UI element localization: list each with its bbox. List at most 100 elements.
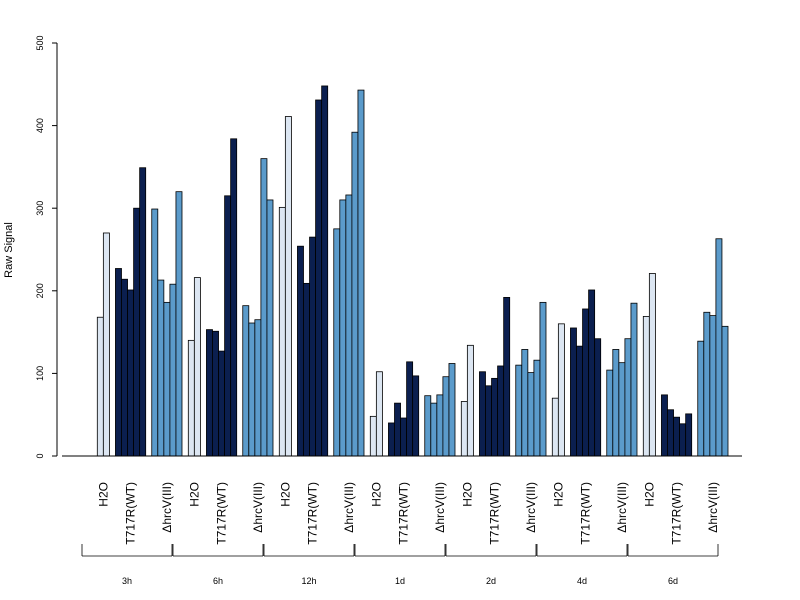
condition-label: H2O bbox=[551, 482, 565, 507]
condition-label: ΔhrcV(III) bbox=[160, 482, 174, 533]
bar bbox=[448, 363, 456, 457]
bar bbox=[309, 236, 316, 457]
bar bbox=[412, 375, 420, 457]
bar bbox=[315, 99, 323, 457]
bar bbox=[642, 316, 650, 457]
group-label: 12h bbox=[301, 576, 316, 586]
condition-label: ΔhrcV(III) bbox=[615, 482, 629, 533]
bar bbox=[388, 422, 395, 457]
bar bbox=[157, 279, 165, 457]
bar bbox=[576, 345, 583, 457]
bar bbox=[679, 423, 687, 457]
bar bbox=[175, 191, 183, 457]
bar bbox=[206, 329, 213, 457]
bar bbox=[151, 208, 159, 457]
bar bbox=[375, 371, 383, 457]
bar bbox=[260, 158, 268, 457]
condition-label: T717R(WT) bbox=[488, 482, 502, 545]
bar bbox=[539, 301, 547, 457]
bar bbox=[139, 167, 147, 457]
condition-label: ΔhrcV(III) bbox=[342, 482, 356, 533]
bar bbox=[406, 361, 414, 457]
condition-label: H2O bbox=[187, 482, 201, 507]
condition-label: T717R(WT) bbox=[670, 482, 684, 545]
y-tick-label: 0 bbox=[35, 453, 45, 458]
bar bbox=[400, 417, 407, 457]
bar bbox=[193, 277, 201, 457]
bar bbox=[163, 301, 171, 457]
group-label: 1d bbox=[395, 576, 405, 586]
group-label: 2d bbox=[486, 576, 496, 586]
bar bbox=[278, 206, 286, 457]
y-axis-label: Raw Signal bbox=[3, 222, 15, 278]
bar bbox=[266, 199, 274, 457]
bar bbox=[479, 371, 486, 457]
bar bbox=[715, 238, 723, 457]
bar bbox=[187, 339, 195, 457]
condition-label: ΔhrcV(III) bbox=[251, 482, 265, 533]
bar bbox=[521, 349, 529, 457]
bar bbox=[557, 323, 565, 457]
bar bbox=[497, 365, 505, 457]
bar bbox=[673, 416, 680, 457]
bar bbox=[102, 232, 110, 457]
bar bbox=[624, 338, 632, 457]
bar bbox=[212, 330, 219, 457]
bar bbox=[218, 350, 226, 457]
bar bbox=[661, 394, 668, 457]
bar bbox=[503, 297, 511, 457]
bar bbox=[297, 245, 304, 457]
bar bbox=[709, 315, 717, 457]
bar bbox=[121, 278, 128, 457]
condition-label: T717R(WT) bbox=[306, 482, 320, 545]
bar bbox=[127, 289, 135, 457]
condition-label: T717R(WT) bbox=[215, 482, 229, 545]
bar bbox=[96, 316, 104, 457]
bar bbox=[648, 273, 656, 457]
bar bbox=[436, 394, 444, 457]
condition-label: ΔhrcV(III) bbox=[433, 482, 447, 533]
bar bbox=[339, 199, 347, 457]
bar bbox=[667, 409, 674, 457]
bars bbox=[96, 85, 729, 457]
y-tick-label: 300 bbox=[35, 201, 45, 216]
bar bbox=[248, 322, 256, 457]
bar bbox=[460, 401, 468, 457]
bar bbox=[721, 325, 729, 457]
bar bbox=[618, 362, 626, 457]
bar bbox=[430, 402, 438, 457]
bar bbox=[303, 282, 310, 457]
bar bbox=[394, 402, 401, 457]
bar bbox=[594, 338, 602, 457]
group-label: 4d bbox=[577, 576, 587, 586]
bar bbox=[442, 376, 450, 457]
bar bbox=[697, 340, 705, 457]
bar bbox=[533, 359, 541, 457]
bar bbox=[351, 131, 359, 457]
bar bbox=[588, 289, 596, 457]
bar bbox=[527, 372, 535, 457]
condition-label: H2O bbox=[369, 482, 383, 507]
bar bbox=[582, 308, 589, 457]
condition-label: H2O bbox=[460, 482, 474, 507]
bar bbox=[703, 311, 711, 457]
condition-label: T717R(WT) bbox=[579, 482, 593, 545]
condition-label: H2O bbox=[642, 482, 656, 507]
y-tick-label: 200 bbox=[35, 283, 45, 298]
bar bbox=[424, 395, 432, 457]
bar bbox=[466, 344, 474, 457]
condition-label: T717R(WT) bbox=[397, 482, 411, 545]
bar bbox=[551, 397, 559, 457]
bar bbox=[630, 302, 638, 457]
y-tick-label: 500 bbox=[35, 35, 45, 50]
condition-label: ΔhrcV(III) bbox=[706, 482, 720, 533]
group-label: 6d bbox=[668, 576, 678, 586]
condition-label: ΔhrcV(III) bbox=[524, 482, 538, 533]
bar bbox=[254, 319, 262, 457]
bar bbox=[242, 305, 250, 457]
bar bbox=[357, 89, 365, 457]
y-tick-label: 400 bbox=[35, 118, 45, 133]
bar bbox=[284, 116, 292, 457]
bar bbox=[485, 385, 492, 457]
